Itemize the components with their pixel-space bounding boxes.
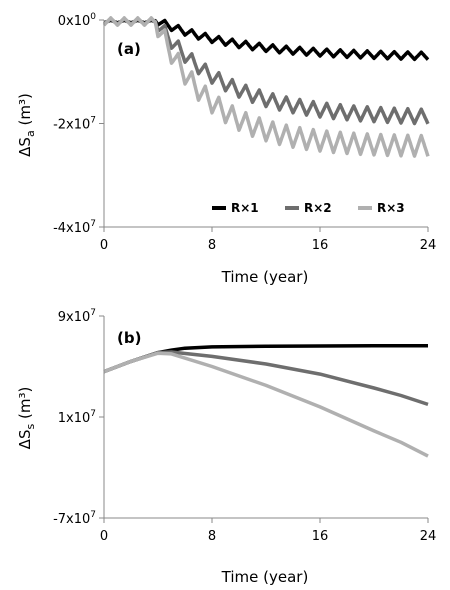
series-line-3 <box>102 16 430 158</box>
panel-b-y-axis-label-sub: s <box>24 424 37 430</box>
x-tick-label: 8 <box>208 529 216 544</box>
series-line-3 <box>103 351 429 458</box>
panel-a-y-axis-label: ΔSa (m³) <box>16 93 37 157</box>
panel-a-y-axis-label-sub: a <box>24 130 37 137</box>
x-tick-label: 24 <box>420 529 437 544</box>
panel-a-y-axis-label-main: ΔS <box>16 137 34 157</box>
panel-a-ticks: 0 8 16 24 0x100 -2x107 -4x107 <box>53 12 436 253</box>
series-line-2 <box>102 17 430 126</box>
y-tick-label: 9x107 <box>58 308 96 325</box>
x-tick-label: 8 <box>208 238 216 253</box>
series-line-2 <box>103 350 429 407</box>
panel-a-x-axis-label: Time (year) <box>221 268 309 286</box>
y-tick-label: -4x107 <box>53 219 96 236</box>
x-tick-label: 0 <box>100 238 108 253</box>
series-line-1 <box>103 343 429 374</box>
x-tick-label: 16 <box>312 238 329 253</box>
panel-b-label: (b) <box>117 329 141 347</box>
x-tick-label: 24 <box>420 238 437 253</box>
panel-b-y-axis-label: ΔSs (m³) <box>16 387 37 450</box>
panel-b-y-axis-label-main: ΔS <box>16 430 34 450</box>
panel-b: 0 8 16 24 9x107 1x107 -7x107 (b) Time (year) Δ… <box>16 308 436 586</box>
panel-b-ticks: 0 8 16 24 9x107 1x107 -7x107 <box>53 308 436 544</box>
x-tick-label: 0 <box>100 529 108 544</box>
panel-a-series-group <box>102 16 430 158</box>
y-tick-label: -2x107 <box>53 116 96 133</box>
panel-a-y-axis-label-unit: (m³) <box>16 93 34 130</box>
legend-label: R×3 <box>377 201 405 215</box>
x-tick-label: 16 <box>312 529 329 544</box>
legend-label: R×1 <box>231 201 259 215</box>
y-tick-label: 0x100 <box>58 12 97 29</box>
panel-b-x-axis-label: Time (year) <box>221 568 309 586</box>
panel-b-y-axis-label-unit: (m³) <box>16 387 34 424</box>
y-tick-label: 1x107 <box>58 409 96 426</box>
y-tick-label: -7x107 <box>53 510 96 527</box>
panel-a-label: (a) <box>117 40 141 58</box>
panel-a-legend: R×1 R×2 R×3 <box>212 201 405 215</box>
legend-label: R×2 <box>304 201 332 215</box>
panel-b-series-group <box>103 343 429 458</box>
series-line-1 <box>102 18 430 62</box>
